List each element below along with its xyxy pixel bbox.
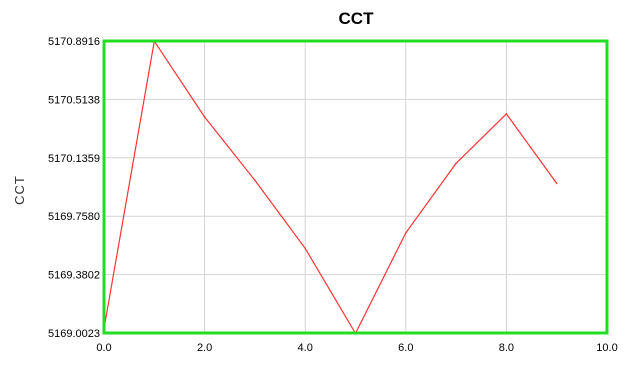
data-point	[555, 182, 558, 185]
y-tick-label: 5170.1359	[48, 153, 100, 165]
y-tick-label: 5170.5138	[48, 94, 100, 106]
y-axis-ticks: 5169.0023 5169.3802 5169.7580 5170.1359 5170…	[48, 36, 100, 340]
y-tick-label: 5169.7580	[48, 211, 100, 223]
data-point	[254, 179, 256, 182]
y-tick-label: 5169.0023	[48, 328, 100, 340]
series-line	[103, 39, 558, 335]
x-tick-label: 6.0	[398, 342, 413, 354]
x-axis-ticks: 0.0 2.0 4.0 6.0 8.0 10.0	[96, 342, 617, 354]
x-tick-label: 10.0	[596, 342, 617, 354]
data-point	[304, 247, 307, 250]
data-point	[203, 116, 206, 118]
x-tick-label: 2.0	[197, 342, 212, 354]
y-tick-label: 5170.8916	[48, 36, 100, 48]
series-layer	[103, 39, 558, 335]
data-point	[405, 232, 407, 234]
x-tick-label: 8.0	[499, 342, 514, 354]
data-point	[505, 113, 508, 115]
x-tick-label: 0.0	[96, 342, 111, 354]
plot-area-border	[102, 39, 609, 335]
grid	[103, 40, 608, 334]
chart-title: CCT	[339, 9, 375, 28]
x-tick-label: 4.0	[298, 342, 313, 354]
y-tick-label: 5169.3802	[48, 270, 100, 282]
y-axis-label: CCT	[12, 175, 27, 205]
data-point	[455, 162, 457, 165]
